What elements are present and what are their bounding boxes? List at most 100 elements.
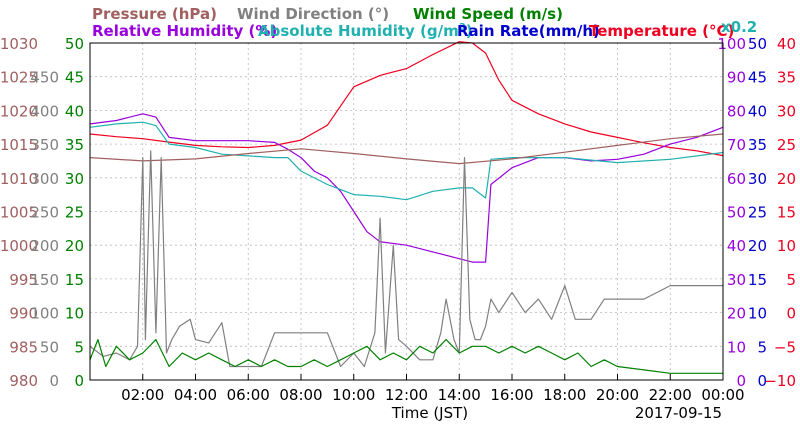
legend-absolute-humidity-main: Absolute Humidity (g/m <box>258 22 459 40</box>
x-tick-label: 12:00 <box>385 386 428 404</box>
tick-wind-speed: 5 <box>74 338 84 356</box>
date-label: 2017-09-15 <box>635 404 722 422</box>
tick-wind-speed: 50 <box>65 35 84 53</box>
tick-temperature: 25 <box>777 136 796 154</box>
x-tick-label: 20:00 <box>596 386 639 404</box>
tick-pressure: 1000 <box>0 237 38 255</box>
tick-temperature: 40 <box>777 35 796 53</box>
tick-wind-speed: 30 <box>65 170 84 188</box>
tick-wind-direction: 100 <box>30 305 59 323</box>
tick-wind-speed: 20 <box>65 237 84 255</box>
series-wind-speed-m-s <box>89 339 723 374</box>
tick-wind-speed: 25 <box>65 204 84 222</box>
tick-wind-direction: 150 <box>30 271 59 289</box>
x-tick-label: 02:00 <box>121 386 164 404</box>
tick-wind-direction: 50 <box>40 338 59 356</box>
tick-relative-humidity: 80 <box>727 102 746 120</box>
tick-relative-humidity: 20 <box>727 305 746 323</box>
tick-rain-rate: 20 <box>748 237 767 255</box>
tick-rain-rate: 40 <box>748 102 767 120</box>
series-wind-direction <box>89 150 723 368</box>
legend-rain-rate: Rain Rate(mm/h) <box>457 22 600 40</box>
tick-relative-humidity: 30 <box>727 271 746 289</box>
x-tick-label: 22:00 <box>649 386 692 404</box>
tick-pressure: 1025 <box>0 69 38 87</box>
tick-wind-speed: 0 <box>74 372 84 390</box>
legend-pressure: Pressure (hPa) <box>92 5 217 23</box>
tick-relative-humidity: 40 <box>727 237 746 255</box>
legend-temperature: Temperature (°C) <box>589 22 734 40</box>
tick-wind-speed: 15 <box>65 271 84 289</box>
tick-wind-direction: 350 <box>30 136 59 154</box>
x-tick-label: 14:00 <box>438 386 481 404</box>
tick-pressure: 1015 <box>0 136 38 154</box>
tick-relative-humidity: 50 <box>727 204 746 222</box>
series-relative-humidity <box>89 113 724 263</box>
tick-temperature: −5 <box>774 338 796 356</box>
left-axes: 1030102510201015101010051000995990985980… <box>0 35 84 390</box>
tick-pressure: 990 <box>9 305 38 323</box>
tick-wind-direction: 300 <box>30 170 59 188</box>
tick-wind-direction: 400 <box>30 102 59 120</box>
tick-temperature: 10 <box>777 237 796 255</box>
tick-relative-humidity: 0 <box>736 372 746 390</box>
tick-rain-rate: 50 <box>748 35 767 53</box>
x-tick-label: 04:00 <box>174 386 217 404</box>
tick-rain-rate: 10 <box>748 305 767 323</box>
legend-absolute-humidity-end: ) <box>466 22 473 40</box>
tick-temperature: −10 <box>764 372 796 390</box>
tick-rain-rate: 5 <box>757 338 767 356</box>
tick-pressure: 1010 <box>0 170 38 188</box>
x-tick-label: 08:00 <box>279 386 322 404</box>
series-pressure-hpa <box>89 133 724 165</box>
tick-temperature: 35 <box>777 69 796 87</box>
plot-frame <box>89 42 724 381</box>
tick-wind-direction: 450 <box>30 69 59 87</box>
x-tick-label: 06:00 <box>227 386 270 404</box>
tick-pressure: 995 <box>9 271 38 289</box>
tick-temperature: 0 <box>786 305 796 323</box>
tick-wind-direction: 0 <box>49 372 59 390</box>
tick-pressure: 985 <box>9 338 38 356</box>
tick-rain-rate: 15 <box>748 271 767 289</box>
tick-pressure: 1030 <box>0 35 38 53</box>
tick-relative-humidity: 70 <box>727 136 746 154</box>
series-absolute-humidity-g-m3 <box>89 121 724 201</box>
legend-wind-speed: Wind Speed (m/s) <box>413 5 563 23</box>
tick-rain-rate: 30 <box>748 170 767 188</box>
x-tick-label: 10:00 <box>332 386 375 404</box>
tick-wind-direction: 200 <box>30 237 59 255</box>
x-tick-label: 16:00 <box>490 386 533 404</box>
tick-temperature: 20 <box>777 170 796 188</box>
tick-relative-humidity: 10 <box>727 338 746 356</box>
tick-wind-speed: 40 <box>65 102 84 120</box>
tick-relative-humidity: 90 <box>727 69 746 87</box>
tick-wind-direction: 250 <box>30 204 59 222</box>
tick-wind-speed: 10 <box>65 305 84 323</box>
tick-relative-humidity: 100 <box>717 35 746 53</box>
legend-scale-note: x0.2 <box>721 18 757 36</box>
legend-absolute-humidity-sup: 3 <box>459 22 466 33</box>
tick-temperature: 15 <box>777 204 796 222</box>
tick-temperature: 5 <box>786 271 796 289</box>
x-axis: 02:00 04:00 06:00 08:00 10:00 12:00 14:00 16:00… <box>121 374 745 404</box>
tick-rain-rate: 0 <box>757 372 767 390</box>
x-axis-label: Time (JST) <box>391 404 468 422</box>
tick-rain-rate: 25 <box>748 204 767 222</box>
x-tick-label: 18:00 <box>543 386 586 404</box>
tick-relative-humidity: 60 <box>727 170 746 188</box>
series-temperature-c <box>89 41 724 157</box>
x-tick-label: 00:00 <box>701 386 744 404</box>
legend-relative-humidity: Relative Humidity (%) <box>92 22 277 40</box>
tick-pressure: 1020 <box>0 102 38 120</box>
series-lines <box>89 41 724 374</box>
tick-rain-rate: 35 <box>748 136 767 154</box>
legend-absolute-humidity: Absolute Humidity (g/m3) <box>258 22 473 40</box>
right-axes: 1009080706050403020100504540353025201510… <box>717 35 796 390</box>
tick-pressure: 1005 <box>0 204 38 222</box>
legend-wind-direction: Wind Direction (°) <box>237 5 389 23</box>
tick-wind-speed: 45 <box>65 69 84 87</box>
tick-temperature: 30 <box>777 102 796 120</box>
